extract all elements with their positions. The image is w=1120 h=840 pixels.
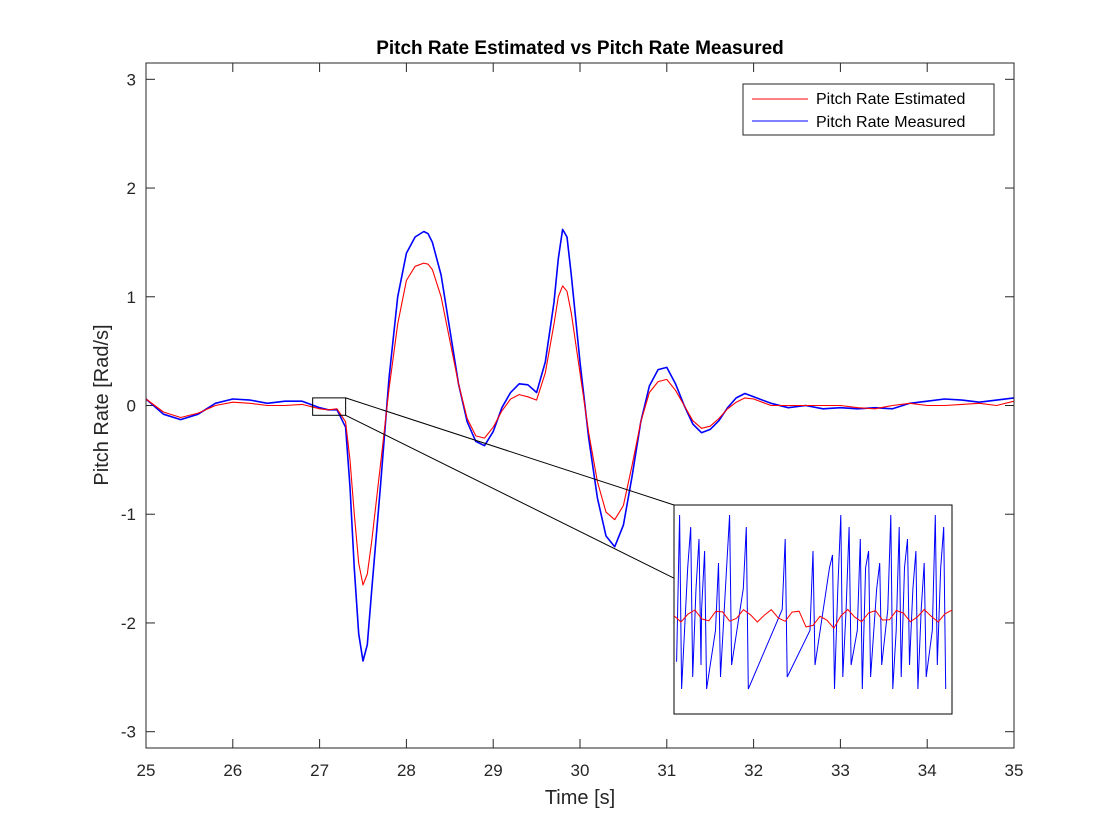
series-layer bbox=[145, 228, 1015, 662]
y-tick-label: -3 bbox=[121, 723, 136, 742]
zoom-inset bbox=[312, 397, 953, 715]
y-tick-label: -1 bbox=[121, 505, 136, 524]
y-tick-label: -2 bbox=[121, 614, 136, 633]
x-axis-ticks: 25 26 27 28 29 30 31 32 33 34 35 bbox=[137, 63, 1024, 780]
chart-title: Pitch Rate Estimated vs Pitch Rate Measu… bbox=[376, 38, 784, 59]
zoom-inset-box bbox=[673, 504, 953, 715]
x-tick-label: 31 bbox=[657, 761, 676, 780]
y-axis-label: Pitch Rate [Rad/s] bbox=[91, 324, 113, 485]
x-tick-label: 32 bbox=[744, 761, 763, 780]
x-tick-label: 35 bbox=[1005, 761, 1024, 780]
zoom-series-measured bbox=[676, 514, 947, 690]
x-tick-label: 26 bbox=[223, 761, 242, 780]
x-tick-label: 33 bbox=[831, 761, 850, 780]
y-tick-label: 2 bbox=[127, 179, 136, 198]
x-tick-label: 30 bbox=[571, 761, 590, 780]
x-tick-label: 29 bbox=[484, 761, 503, 780]
legend-label-estimated: Pitch Rate Estimated bbox=[816, 91, 965, 108]
x-tick-label: 25 bbox=[137, 761, 156, 780]
zoom-source-box bbox=[312, 397, 347, 416]
legend: Pitch Rate Estimated Pitch Rate Measured bbox=[742, 83, 995, 136]
x-axis-label: Time [s] bbox=[545, 787, 615, 809]
zoom-connector-bottom bbox=[345, 414, 675, 579]
legend-box bbox=[742, 83, 995, 136]
x-tick-label: 28 bbox=[397, 761, 416, 780]
zoom-series-estimated bbox=[673, 608, 953, 630]
y-tick-label: 0 bbox=[127, 397, 136, 416]
x-tick-label: 27 bbox=[310, 761, 329, 780]
plot-area-border bbox=[145, 62, 1015, 749]
y-tick-label: 3 bbox=[127, 70, 136, 89]
x-tick-label: 34 bbox=[918, 761, 937, 780]
y-axis-ticks: -3 -2 -1 0 1 2 3 bbox=[121, 70, 1014, 742]
y-tick-label: 1 bbox=[127, 288, 136, 307]
legend-label-measured: Pitch Rate Measured bbox=[816, 114, 965, 131]
series-line-estimated bbox=[145, 262, 1015, 586]
zoom-connector-top bbox=[345, 397, 675, 506]
